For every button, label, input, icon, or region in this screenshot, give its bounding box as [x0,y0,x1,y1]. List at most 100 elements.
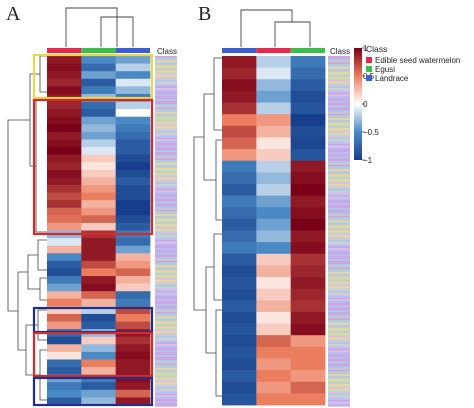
row-class-stripe-b [328,140,350,143]
row-class-stripe-a [155,105,177,108]
row-class-stripe-a [155,217,177,220]
row-class-stripe-b [328,116,350,119]
row-class-stripe-b [328,236,350,239]
row-class-stripe-a [155,132,177,135]
row-class-stripe-a [155,364,177,367]
row-class-stripe-a [155,390,177,393]
row-class-stripe-b [328,331,350,333]
heatmap-cell-a [47,207,82,216]
row-class-stripe-b [328,286,350,289]
row-class-stripe-b [328,240,350,242]
row-class-stripe-a [155,296,177,298]
heatmap-cell-a [115,177,151,186]
heatmap-cell-a [115,184,151,193]
row-class-stripe-b [328,209,350,212]
heatmap-cell-a [47,306,82,315]
row-class-stripe-b [328,297,350,300]
row-class-stripe-a [155,284,177,287]
row-class-stripe-b [328,212,350,215]
row-class-stripe-b [328,374,350,377]
row-class-stripe-a [155,336,177,338]
row-class-stripe-a [155,332,177,335]
row-class-stripe-a [155,193,177,196]
row-class-stripe-b [328,252,350,255]
heatmap-cell-b [256,195,292,208]
heatmap-cell-a [47,253,82,262]
row-class-stripe-a [155,211,177,213]
heatmap-cell-b [256,265,292,278]
row-class-stripe-a [155,369,177,372]
row-class-stripe-b [328,78,350,81]
row-class-stripe-b [328,307,350,309]
row-class-stripe-b [328,246,350,249]
row-class-stripe-a [155,156,177,159]
row-class-stripe-a [155,358,177,361]
row-class-stripe-a [155,249,177,252]
row-class-stripe-b [328,302,350,305]
heatmap-cell-a [81,56,117,64]
row-class-stripe-b [328,368,350,370]
row-class-stripe-b [328,323,350,325]
row-class-stripe-a [155,204,177,207]
row-class-stripe-a [155,401,177,404]
row-class-stripe-b [328,249,350,252]
row-class-stripe-a [155,155,177,157]
heatmap-cell-a [81,238,117,247]
row-class-stripe-b [328,88,350,90]
row-class-stripe-b [328,112,350,114]
row-class-stripe-b [328,169,350,172]
heatmap-cell-b [290,242,326,255]
row-class-stripe-b [328,230,350,233]
heatmap-cell-b [290,381,326,394]
row-class-stripe-b [328,161,350,164]
row-class-stripe-b [328,193,350,196]
row-class-stripe-b [328,158,350,161]
heatmap-cell-a [47,86,82,95]
row-class-stripe-a [155,177,177,180]
row-class-stripe-a [155,259,177,261]
heatmap-cell-a [81,276,117,285]
row-class-stripe-b [328,296,350,298]
heatmap-cell-b [256,300,292,313]
row-class-stripe-a [155,172,177,175]
row-class-stripe-b [328,177,350,180]
row-class-stripe-a [155,163,177,165]
class-legend: Class Edible seed watermelonEgusiLandrac… [366,44,460,83]
heatmap-cell-b [222,137,257,150]
row-class-stripe-a [155,384,177,386]
row-class-stripe-b [328,211,350,213]
row-class-stripe-a [155,59,177,61]
heatmap-cell-a [115,367,151,376]
row-class-stripe-a [155,276,177,279]
heatmap-cell-a [47,313,82,322]
row-class-stripe-a [155,326,177,329]
row-class-stripe-b [328,260,350,263]
row-class-stripe-b [328,264,350,266]
row-class-stripe-b [328,356,350,359]
row-class-stripe-b [328,76,350,79]
row-class-stripe-b [328,70,350,73]
row-class-stripe-b [328,171,350,173]
row-class-stripe-a [155,289,177,292]
heatmap-cell-a [115,147,151,156]
row-class-stripe-a [155,206,177,209]
heatmap-cell-b [256,149,292,162]
row-class-stripe-a [155,152,177,154]
row-class-stripe-b [328,163,350,165]
row-class-stripe-a [155,147,177,149]
row-class-stripe-b [328,276,350,279]
row-class-stripe-a [155,185,177,188]
row-class-stripe-a [155,376,177,378]
heatmap-cell-b [222,265,257,278]
heatmap-cell-b [222,102,257,115]
row-class-stripe-a [155,230,177,233]
row-class-stripe-a [155,128,177,130]
row-class-stripe-a [155,160,177,162]
row-class-stripe-b [328,67,350,69]
row-class-stripe-b [328,400,350,402]
heatmap-cell-a [81,351,117,360]
highlight-box-blue-2 [32,376,154,407]
row-class-stripe-b [328,128,350,130]
row-class-stripe-a [155,283,177,285]
